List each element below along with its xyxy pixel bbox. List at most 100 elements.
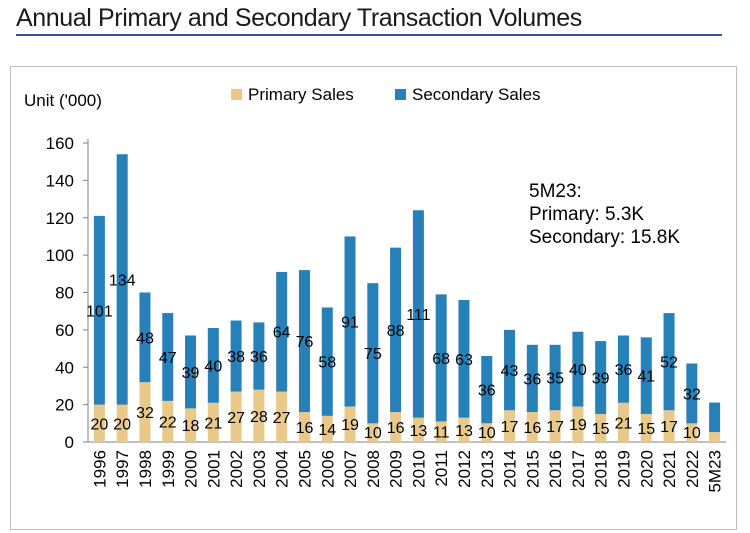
bar-secondary bbox=[640, 337, 652, 414]
data-label-primary: 21 bbox=[615, 415, 633, 432]
y-axis: 0 20 40 60 80 100 120 140 160 bbox=[46, 134, 726, 452]
bar-secondary bbox=[572, 331, 584, 407]
legend-swatch-secondary bbox=[395, 89, 406, 100]
x-tick-label: 5M23 bbox=[706, 450, 725, 493]
data-label-primary: 16 bbox=[523, 420, 541, 437]
bar-secondary bbox=[207, 328, 219, 403]
data-label-secondary: 47 bbox=[159, 350, 177, 367]
x-tick-label: 2019 bbox=[614, 450, 633, 488]
bar-primary bbox=[93, 404, 105, 442]
data-label-secondary: 35 bbox=[546, 371, 564, 388]
data-label-primary: 27 bbox=[227, 410, 245, 427]
x-tick-label: 2006 bbox=[318, 450, 337, 488]
x-tick-label: 2000 bbox=[182, 450, 201, 488]
data-label-primary: 16 bbox=[296, 420, 314, 437]
bar-secondary bbox=[276, 271, 288, 392]
data-label-primary: 17 bbox=[546, 419, 564, 436]
bar-primary bbox=[207, 402, 219, 442]
x-tick-label: 2008 bbox=[364, 450, 383, 488]
bar-secondary bbox=[595, 341, 607, 414]
y-tick-label: 160 bbox=[46, 134, 74, 153]
data-label-primary: 10 bbox=[364, 425, 382, 442]
data-label-primary: 27 bbox=[273, 410, 291, 427]
x-tick-label: 1996 bbox=[90, 450, 109, 488]
bar-secondary bbox=[253, 322, 265, 390]
x-tick-label: 2015 bbox=[523, 450, 542, 488]
data-label-secondary: 48 bbox=[136, 330, 154, 347]
bar-primary bbox=[526, 412, 538, 442]
data-label-secondary: 41 bbox=[637, 369, 655, 386]
bar-primary bbox=[663, 410, 675, 442]
y-tick-label: 40 bbox=[55, 358, 74, 377]
data-label-primary: 22 bbox=[159, 414, 177, 431]
bar-secondary bbox=[504, 329, 516, 411]
y-tick-label: 140 bbox=[46, 171, 74, 190]
x-axis-labels: 1996 1997 1998 1999 2000 2001 2002 2003 2004 2005… bbox=[90, 450, 724, 493]
bar-primary bbox=[116, 404, 128, 442]
y-tick-label: 80 bbox=[55, 284, 74, 303]
x-tick-label: 2016 bbox=[546, 450, 565, 488]
bar-primary bbox=[549, 410, 561, 442]
data-label-secondary: 32 bbox=[683, 386, 701, 403]
x-tick-label: 2009 bbox=[387, 450, 406, 488]
y-tick-label: 100 bbox=[46, 246, 74, 265]
bar-secondary bbox=[458, 299, 470, 418]
bar-secondary bbox=[93, 215, 105, 405]
data-label-secondary: 88 bbox=[387, 323, 405, 340]
title-rule bbox=[16, 34, 722, 36]
bar-secondary bbox=[185, 335, 197, 409]
x-tick-label: 2018 bbox=[592, 450, 611, 488]
data-label-primary: 16 bbox=[387, 420, 405, 437]
y-tick-label: 20 bbox=[55, 396, 74, 415]
legend-label-primary: Primary Sales bbox=[248, 85, 354, 104]
x-tick-label: 2003 bbox=[250, 450, 269, 488]
data-label-secondary: 76 bbox=[296, 334, 314, 351]
bar-primary bbox=[276, 391, 288, 442]
x-tick-label: 2005 bbox=[295, 450, 314, 488]
bar-secondary bbox=[526, 344, 538, 413]
data-label-secondary: 101 bbox=[86, 303, 113, 320]
x-tick-label: 2007 bbox=[341, 450, 360, 488]
bar-secondary bbox=[709, 402, 721, 433]
bar-primary bbox=[253, 389, 265, 442]
data-label-primary: 13 bbox=[455, 423, 473, 440]
bar-secondary bbox=[162, 313, 174, 401]
data-label-secondary: 39 bbox=[592, 371, 610, 388]
data-label-secondary: 52 bbox=[660, 355, 678, 372]
data-label-primary: 19 bbox=[341, 417, 359, 434]
x-tick-label: 1999 bbox=[159, 450, 178, 488]
x-tick-label: 2004 bbox=[273, 450, 292, 488]
data-label-secondary: 36 bbox=[523, 371, 541, 388]
bar-primary bbox=[617, 402, 629, 442]
data-label-primary: 17 bbox=[501, 419, 519, 436]
bar-secondary bbox=[481, 356, 493, 424]
bar-secondary bbox=[412, 210, 424, 418]
x-tick-label: 1998 bbox=[136, 450, 155, 488]
data-label-secondary: 68 bbox=[432, 351, 450, 368]
data-label-secondary: 36 bbox=[478, 383, 496, 400]
data-label-primary: 19 bbox=[569, 417, 587, 434]
x-tick-label: 2001 bbox=[204, 450, 223, 488]
x-tick-label: 2014 bbox=[501, 450, 520, 488]
data-label-primary: 20 bbox=[90, 416, 108, 433]
data-label-secondary: 38 bbox=[227, 349, 245, 366]
bar-primary bbox=[321, 415, 333, 442]
bar-primary bbox=[595, 413, 607, 442]
bar-primary bbox=[139, 382, 151, 442]
data-label-secondary: 40 bbox=[569, 362, 587, 379]
data-label-secondary: 111 bbox=[406, 307, 430, 324]
data-label-secondary: 36 bbox=[615, 362, 633, 379]
bar-primary bbox=[458, 417, 470, 442]
y-tick-label: 0 bbox=[65, 433, 74, 452]
bar-secondary bbox=[116, 154, 128, 405]
y-axis-label: Unit ('000) bbox=[24, 91, 102, 110]
bar-secondary bbox=[435, 294, 447, 422]
bar-secondary bbox=[321, 307, 333, 416]
bar-primary bbox=[572, 406, 584, 442]
annotation-line-3: Secondary: 15.8K bbox=[529, 227, 681, 248]
data-label-primary: 14 bbox=[318, 422, 336, 439]
bar-secondary bbox=[139, 292, 151, 383]
bar-primary bbox=[504, 410, 516, 442]
data-label-secondary: 64 bbox=[273, 325, 291, 342]
